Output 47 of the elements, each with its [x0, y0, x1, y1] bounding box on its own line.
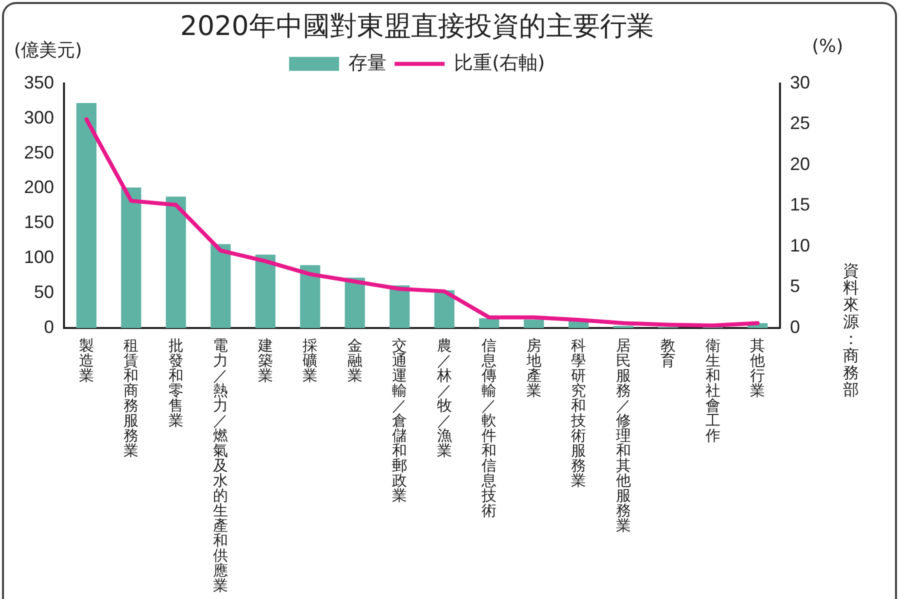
bar — [255, 254, 276, 328]
y2-tick-label: 0 — [790, 316, 800, 337]
bar — [300, 265, 320, 328]
category-label: 科學研究和技術服務業 — [571, 336, 586, 490]
x-tick-label: 房地產業 — [525, 336, 542, 400]
bar — [344, 278, 365, 328]
category-label: 信息傳輸／軟件和信息技術 — [482, 336, 497, 520]
category-label: 居民服務／修理和其他服務業 — [616, 336, 631, 534]
legend-label: 比重(右軸) — [454, 52, 545, 74]
x-tick-label: 建築業 — [256, 336, 273, 384]
x-tick-label: 農／林／牧／漁業 — [436, 336, 452, 460]
x-tick-label: 製造業 — [78, 336, 94, 384]
y-tick-label: 350 — [24, 72, 54, 92]
y2-tick-label: 10 — [790, 235, 810, 256]
y-tick-label: 0 — [44, 316, 54, 337]
chart-title: 2020年中國對東盟直接投資的主要行業 — [180, 11, 654, 42]
y-tick-label: 50 — [34, 282, 54, 302]
x-tick-label: 教育 — [660, 336, 676, 370]
x-tick-label: 採礦業 — [302, 336, 318, 384]
bar — [166, 196, 186, 328]
bar — [479, 318, 500, 328]
y2-tick-label: 25 — [790, 113, 810, 134]
y-tick-label: 200 — [24, 177, 54, 198]
bar — [121, 188, 142, 328]
legend-label: 存量 — [348, 52, 387, 74]
y2-tick-label: 30 — [790, 72, 810, 92]
y-tick-label: 150 — [24, 212, 54, 232]
x-tick-label: 批發和零售業 — [168, 336, 184, 430]
bar — [76, 102, 96, 328]
bar — [390, 285, 410, 328]
y2-axis-title: (%) — [812, 36, 844, 57]
y2-tick-label: 15 — [790, 194, 810, 215]
y-axis-title: (億美元) — [14, 39, 82, 62]
x-tick-label: 金融業 — [347, 336, 362, 384]
source-note: 資料來源：商務部 — [842, 261, 860, 399]
y2-tick-label: 20 — [790, 154, 810, 174]
bar — [524, 320, 544, 328]
y-tick-label: 300 — [24, 107, 54, 128]
y-tick-label: 250 — [24, 142, 54, 162]
bar — [210, 244, 231, 328]
x-tick-label: 其他行業 — [750, 336, 766, 400]
x-tick-label: 衛生和社會工作 — [704, 336, 720, 444]
category-label: 電力／熱力／燃氣及水的生產和供應業 — [213, 336, 228, 594]
y2-tick-label: 5 — [790, 276, 800, 296]
y-tick-label: 100 — [24, 247, 54, 268]
x-tick-label: 租賃和商務服務業 — [124, 336, 139, 460]
category-label: 交通運輸／倉儲和郵政業 — [392, 336, 408, 504]
